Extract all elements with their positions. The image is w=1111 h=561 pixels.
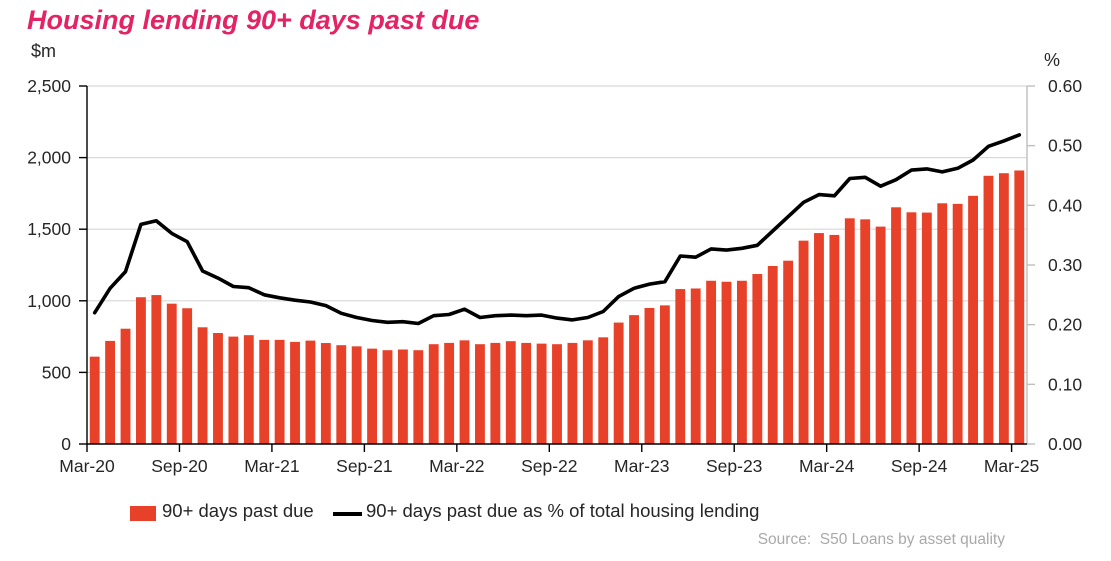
source-note: Source: S50 Loans by asset quality xyxy=(757,531,1005,548)
bar xyxy=(197,327,208,444)
x-axis-tick-label: Mar-23 xyxy=(614,456,669,476)
x-axis-tick-label: Mar-21 xyxy=(244,456,299,476)
bar xyxy=(860,219,871,444)
bar xyxy=(783,260,794,444)
left-axis-unit-label: $m xyxy=(31,41,57,61)
bar xyxy=(243,335,254,444)
bar xyxy=(320,343,331,444)
legend-line-swatch xyxy=(333,512,362,516)
right-axis-tick-label: 0.10 xyxy=(1048,374,1082,394)
left-axis-tick-label: 1,000 xyxy=(27,291,71,311)
bar xyxy=(367,348,378,444)
left-axis-tick-label: 500 xyxy=(42,362,71,382)
bar xyxy=(798,240,809,444)
x-axis-tick-label: Mar-24 xyxy=(799,456,855,476)
left-axis-tick-label: 2,500 xyxy=(27,76,71,96)
bar xyxy=(721,281,732,444)
bar xyxy=(505,341,516,444)
bar xyxy=(305,340,316,444)
bar xyxy=(136,297,146,444)
bar xyxy=(675,289,686,444)
bar xyxy=(490,342,501,444)
bar xyxy=(1014,170,1025,445)
x-axis-tick-label: Sep-24 xyxy=(891,456,948,476)
legend-bar-swatch xyxy=(130,506,156,521)
bar xyxy=(521,342,532,444)
bar xyxy=(875,226,886,444)
bar xyxy=(567,342,578,444)
legend-bar-label: 90+ days past due xyxy=(162,500,314,521)
bar xyxy=(151,295,162,444)
bar xyxy=(659,305,670,444)
x-axis-tick-label: Sep-23 xyxy=(706,456,762,476)
bar xyxy=(829,234,840,444)
x-axis-tick-label: Mar-20 xyxy=(59,456,115,476)
x-axis-tick-label: Mar-22 xyxy=(429,456,484,476)
right-axis-tick-label: 0.00 xyxy=(1048,434,1082,454)
bar xyxy=(89,356,100,444)
x-axis-tick-label: Mar-25 xyxy=(984,456,1039,476)
bar xyxy=(613,322,624,444)
x-axis-tick-label: Sep-20 xyxy=(151,456,208,476)
bar xyxy=(413,350,424,444)
bar xyxy=(213,333,223,444)
bar xyxy=(644,307,655,444)
left-axis-tick-label: 1,500 xyxy=(27,219,71,239)
bar xyxy=(706,280,717,444)
bar xyxy=(629,315,639,444)
bar xyxy=(444,342,455,444)
right-axis-tick-label: 0.50 xyxy=(1048,136,1082,156)
left-axis-tick-label: 0 xyxy=(61,434,71,454)
bar xyxy=(182,308,193,444)
bar xyxy=(582,340,593,444)
left-axis-tick-label: 2,000 xyxy=(27,148,71,168)
bar xyxy=(536,343,547,444)
bar xyxy=(690,288,701,444)
bar xyxy=(166,303,177,444)
bar xyxy=(120,328,131,444)
bar xyxy=(259,339,270,444)
bar xyxy=(428,344,439,444)
x-axis-tick-label: Sep-22 xyxy=(521,456,577,476)
bar xyxy=(814,233,824,444)
bar xyxy=(552,344,562,444)
bar xyxy=(767,266,778,444)
bar xyxy=(105,340,116,444)
bar xyxy=(906,212,917,444)
bar xyxy=(983,175,994,445)
bar xyxy=(937,203,948,444)
right-axis-tick-label: 0.20 xyxy=(1048,315,1082,335)
bar xyxy=(891,207,901,444)
bar xyxy=(336,345,347,444)
bar xyxy=(274,339,285,444)
bar xyxy=(397,349,408,444)
bar xyxy=(952,203,963,444)
legend-line-label: 90+ days past due as % of total housing … xyxy=(366,500,760,521)
chart-title: Housing lending 90+ days past due xyxy=(27,5,480,35)
bar xyxy=(382,350,393,444)
legend: 90+ days past due 90+ days past due as %… xyxy=(0,499,1111,527)
bar xyxy=(351,346,362,444)
bar xyxy=(459,340,470,444)
bar xyxy=(998,173,1009,444)
right-axis-tick-label: 0.40 xyxy=(1048,195,1082,215)
bar xyxy=(290,341,300,444)
bar xyxy=(752,274,763,444)
right-axis-tick-label: 0.60 xyxy=(1048,76,1082,96)
bar xyxy=(736,280,747,444)
right-axis-unit-label: % xyxy=(1044,50,1061,70)
x-axis-tick-label: Sep-21 xyxy=(336,456,392,476)
bar xyxy=(844,218,855,444)
right-axis-tick-label: 0.30 xyxy=(1048,255,1082,275)
bar xyxy=(228,336,239,444)
bar xyxy=(921,212,932,444)
bar xyxy=(475,344,485,444)
bar xyxy=(598,337,609,444)
bar xyxy=(968,195,978,444)
line-series xyxy=(92,133,1022,326)
